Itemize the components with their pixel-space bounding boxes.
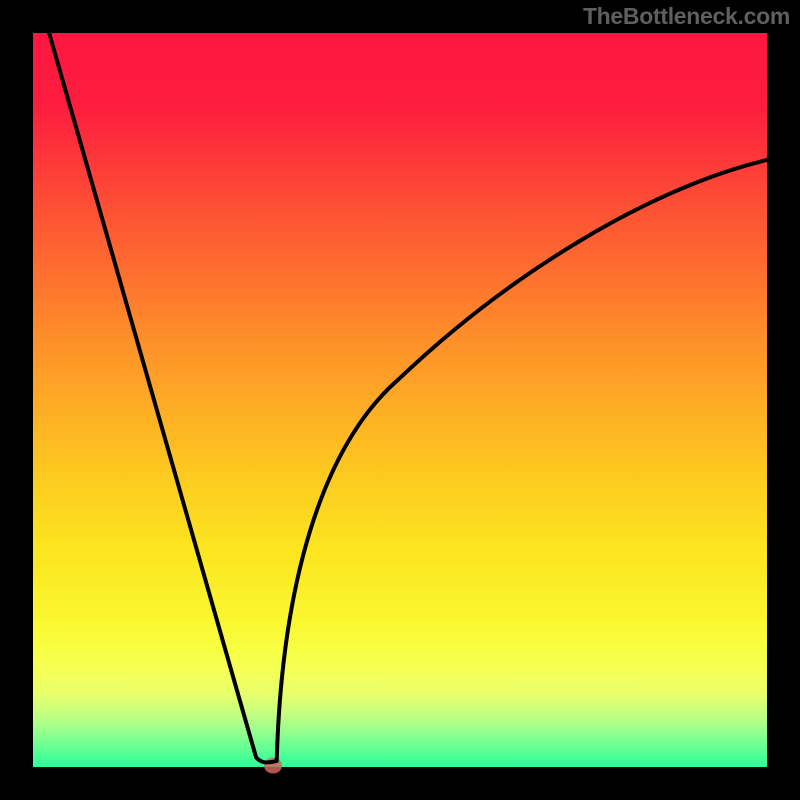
chart-container: TheBottleneck.com [0,0,800,800]
plot-background [33,33,767,767]
bottleneck-chart [0,0,800,800]
watermark-text: TheBottleneck.com [583,3,790,30]
